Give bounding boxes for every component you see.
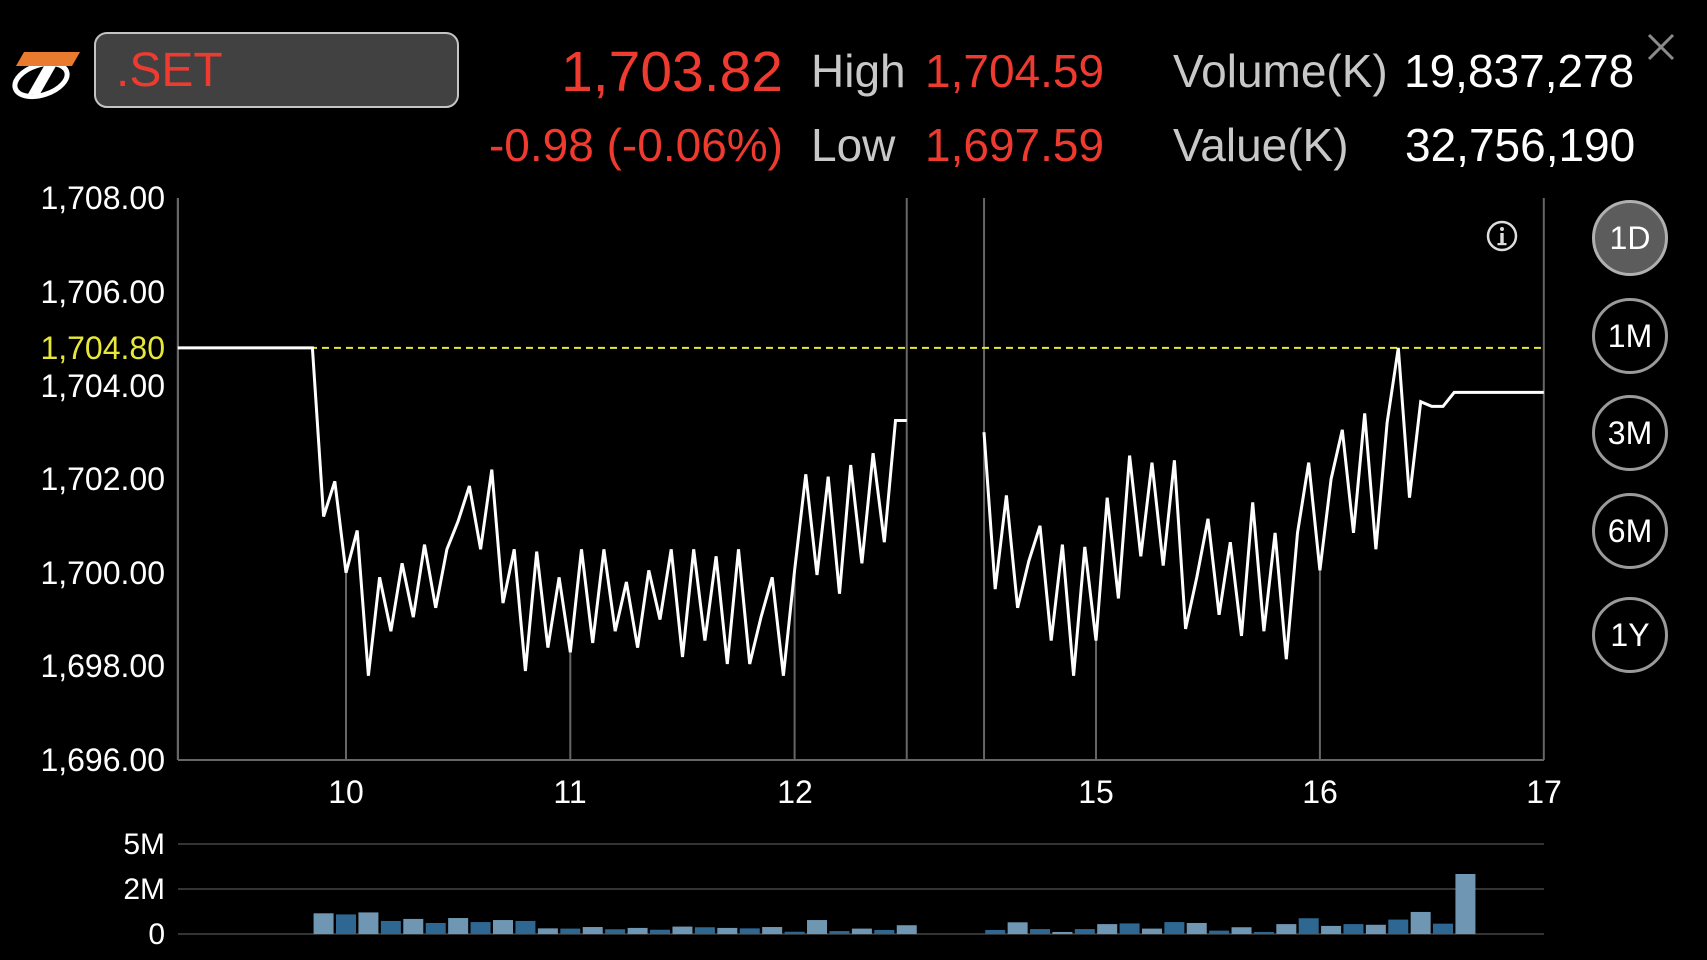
x-tick-label: 11	[553, 774, 587, 810]
volume-bar	[1433, 923, 1454, 934]
volume-bar	[358, 912, 379, 934]
volume-bar	[448, 918, 469, 934]
volume-bar	[403, 918, 424, 934]
volume-bar	[493, 920, 514, 934]
volume-label: Volume(K)	[1173, 45, 1388, 97]
price-change: -0.98 (-0.06%)	[488, 119, 783, 171]
volume-bar	[1097, 924, 1118, 934]
symbol-input[interactable]: .SET	[94, 32, 459, 108]
volume-bar	[784, 931, 805, 934]
brand-logo-icon	[12, 52, 80, 100]
volume-bar	[336, 914, 356, 934]
period-button-3m[interactable]: 3M	[1592, 395, 1668, 471]
y-tick-label: 1,706.00	[40, 274, 165, 310]
period-button-1d[interactable]: 1D	[1592, 200, 1668, 276]
volume-bar	[380, 920, 401, 934]
volume-bar	[1186, 922, 1207, 934]
volume-bar	[1119, 923, 1140, 934]
close-icon[interactable]	[1644, 30, 1678, 64]
reference-line-label: 1,704.80	[40, 330, 165, 366]
volume-tick-label: 5M	[123, 828, 165, 861]
volume-bar	[1321, 925, 1342, 934]
x-tick-label: 12	[777, 774, 813, 810]
volume-bar	[515, 920, 536, 934]
volume-bar	[537, 928, 558, 934]
volume-bar	[1455, 874, 1476, 934]
price-line	[982, 347, 1544, 676]
volume-bar	[470, 922, 491, 934]
volume-bar	[985, 929, 1006, 934]
volume-bar	[1231, 927, 1252, 934]
x-tick-label: 16	[1302, 774, 1338, 810]
volume-value: 19,837,278	[1404, 45, 1635, 97]
period-button-6m[interactable]: 6M	[1592, 493, 1668, 569]
volume-bar	[582, 927, 603, 934]
volume-bar	[829, 931, 850, 934]
high-label: High	[811, 45, 906, 97]
volume-bar	[313, 913, 334, 934]
info-icon[interactable]	[1486, 220, 1518, 252]
volume-bar	[1343, 924, 1364, 934]
volume-bar	[1074, 929, 1095, 934]
value-value: 32,756,190	[1405, 119, 1636, 171]
volume-bar	[1164, 922, 1185, 934]
volume-bar	[627, 927, 648, 934]
y-tick-label: 1,704.00	[40, 368, 165, 404]
low-label: Low	[811, 119, 896, 171]
volume-bar	[1298, 918, 1319, 934]
volume-bar	[739, 928, 760, 934]
volume-bar	[896, 925, 917, 934]
volume-bar	[874, 929, 895, 934]
volume-tick-label: 0	[148, 918, 165, 951]
y-tick-label: 1,698.00	[40, 648, 165, 684]
volume-bar	[762, 927, 783, 934]
volume-bar	[717, 927, 738, 934]
volume-bar	[1388, 919, 1409, 934]
volume-bar	[1253, 931, 1274, 934]
volume-bar	[1030, 929, 1051, 934]
x-tick-label: 15	[1078, 774, 1114, 810]
volume-bar	[851, 928, 872, 934]
volume-tick-label: 2M	[123, 873, 165, 906]
x-tick-label: 10	[328, 774, 364, 810]
volume-bar	[425, 922, 446, 934]
volume-bar	[560, 928, 581, 934]
price-line	[177, 346, 907, 676]
volume-bar	[1052, 931, 1073, 934]
y-tick-label: 1,708.00	[40, 180, 165, 216]
volume-bar	[1276, 924, 1297, 934]
symbol-text: .SET	[116, 44, 223, 97]
y-tick-label: 1,700.00	[40, 555, 165, 591]
volume-bar	[672, 926, 693, 934]
volume-bar	[605, 929, 626, 934]
volume-bar	[694, 927, 715, 934]
y-tick-label: 1,702.00	[40, 461, 165, 497]
value-label: Value(K)	[1173, 119, 1349, 171]
volume-bar	[807, 920, 828, 934]
volume-bar	[1141, 928, 1162, 934]
low-value: 1,697.59	[925, 119, 1105, 171]
period-button-1y[interactable]: 1Y	[1592, 597, 1668, 673]
volume-bar	[1209, 930, 1230, 934]
high-value: 1,704.59	[925, 45, 1105, 97]
last-price: 1,703.82	[561, 40, 783, 104]
volume-bar	[1365, 924, 1386, 934]
volume-bar	[650, 929, 671, 934]
period-button-1m[interactable]: 1M	[1592, 298, 1668, 374]
volume-bar	[1007, 922, 1028, 934]
volume-bar	[1410, 911, 1431, 934]
x-tick-label: 17	[1526, 774, 1562, 810]
y-tick-label: 1,696.00	[40, 742, 165, 778]
